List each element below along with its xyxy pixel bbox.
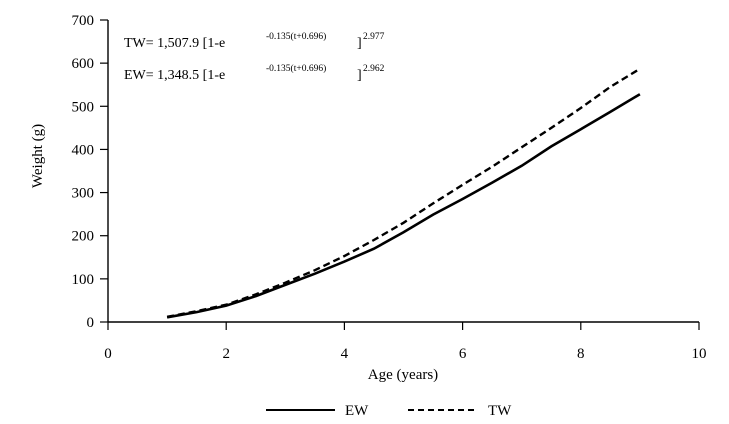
x-tick-label: 6 bbox=[459, 346, 467, 362]
y-tick-label: 100 bbox=[72, 272, 95, 288]
tw-equation: TW= 1,507.9 [1-e -0.135(t+0.696) ] 2.977 bbox=[124, 31, 385, 51]
svg-text:EW= 1,348.5 [1-e: EW= 1,348.5 [1-e bbox=[124, 68, 225, 83]
y-axis-title: Weight (g) bbox=[30, 124, 46, 188]
ew-equation-power: 2.962 bbox=[363, 64, 385, 74]
tw-equation-exponent: -0.135(t+0.696) bbox=[266, 31, 326, 42]
ew-equation: EW= 1,348.5 [1-e -0.135(t+0.696) ] 2.962 bbox=[124, 63, 385, 83]
ew-equation-coef: 1,348.5 bbox=[157, 68, 199, 83]
y-tick-label: 600 bbox=[72, 56, 95, 72]
x-axis-ticks: 0 2 4 6 8 10 bbox=[104, 322, 707, 362]
x-tick-label: 2 bbox=[222, 346, 230, 362]
ew-equation-label: EW bbox=[124, 68, 147, 83]
y-axis-ticks: 0 100 200 300 400 500 600 700 bbox=[72, 13, 108, 331]
series-line-tw bbox=[166, 67, 641, 318]
x-tick-label: 8 bbox=[577, 346, 585, 362]
svg-text:]: ] bbox=[357, 68, 362, 83]
ew-equation-exponent: -0.135(t+0.696) bbox=[266, 63, 326, 74]
svg-text:]: ] bbox=[357, 36, 362, 51]
legend-ew-label: EW bbox=[345, 403, 369, 419]
x-axis-title: Age (years) bbox=[368, 367, 438, 383]
series-layer bbox=[166, 67, 641, 319]
y-tick-label: 200 bbox=[72, 229, 95, 245]
y-tick-label: 700 bbox=[72, 13, 95, 29]
x-tick-label: 0 bbox=[104, 346, 112, 362]
series-line-ew bbox=[166, 93, 641, 319]
y-tick-label: 500 bbox=[72, 99, 95, 115]
y-tick-label: 400 bbox=[72, 142, 95, 158]
svg-text:TW= 1,507.9 [1-e: TW= 1,507.9 [1-e bbox=[124, 36, 225, 51]
y-tick-label: 300 bbox=[72, 186, 95, 202]
tw-equation-power: 2.977 bbox=[363, 32, 385, 42]
x-tick-label: 10 bbox=[692, 346, 707, 362]
y-tick-label: 0 bbox=[87, 315, 95, 331]
tw-equation-label: TW bbox=[124, 36, 147, 51]
x-tick-label: 4 bbox=[341, 346, 349, 362]
tw-equation-coef: 1,507.9 bbox=[157, 36, 199, 51]
legend: EW TW bbox=[266, 403, 512, 419]
legend-tw-label: TW bbox=[488, 403, 512, 419]
